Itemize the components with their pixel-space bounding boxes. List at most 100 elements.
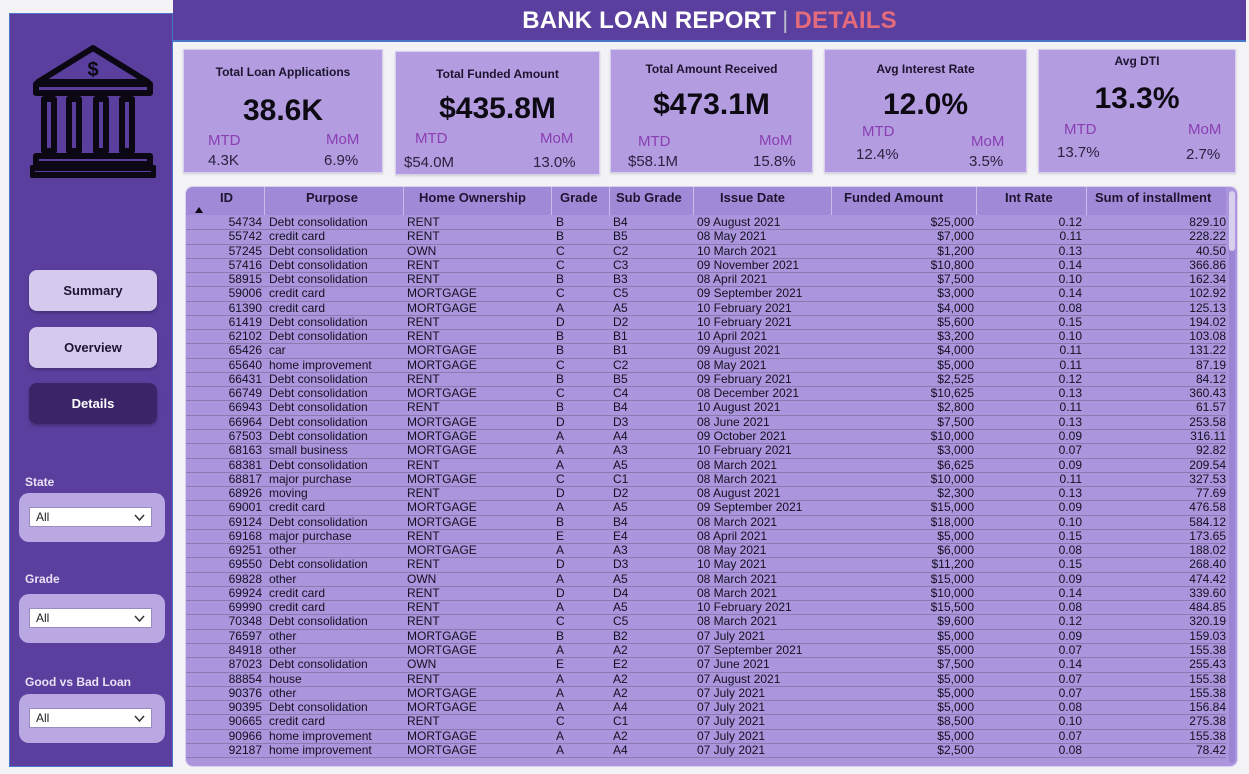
cell-funded-amount: $10,000 (930, 428, 974, 443)
table-row[interactable]: 68163 small business MORTGAGE A A3 10 Februar… (186, 444, 1226, 459)
cell-issue-date: 09 August 2021 (697, 216, 781, 229)
column-header-grade[interactable]: Grade (560, 190, 598, 205)
table-row[interactable]: 67503 Debt consolidation MORTGAGE A A4 09 Oct… (186, 428, 1226, 445)
cell-purpose: other (269, 685, 297, 700)
table-row[interactable]: 92187 home improvement MORTGAGE A A4 07 July … (186, 743, 1226, 759)
table-row[interactable]: 69001 credit card MORTGAGE A A5 09 September … (186, 500, 1226, 516)
vertical-scrollbar[interactable] (1229, 191, 1235, 763)
table-row[interactable]: 69990 credit card RENT A A5 10 February 2021 $… (186, 600, 1226, 616)
column-divider (1086, 187, 1087, 215)
cell-id: 59006 (228, 286, 262, 301)
table-row[interactable]: 61390 credit card MORTGAGE A A5 10 February 2… (186, 300, 1226, 316)
column-header-int-rate[interactable]: Int Rate (1005, 190, 1053, 205)
table-row[interactable]: 69550 Debt consolidation RENT D D3 10 May 202… (186, 557, 1226, 573)
cell-sum-installment: 87.19 (1195, 357, 1226, 372)
kpi-card-total-applications[interactable]: Total Loan Applications 38.6K MTD MoM 4.… (183, 49, 383, 173)
table-row[interactable]: 69924 credit card RENT D D4 08 March 2021 $10,… (186, 586, 1226, 602)
nav-details-button[interactable]: Details (29, 383, 157, 424)
kpi-value: $435.8M (439, 92, 556, 125)
table-row[interactable]: 70348 Debt consolidation RENT C C5 08 March 2… (186, 615, 1226, 630)
table-row[interactable]: 57245 Debt consolidation OWN C C2 10 March 20… (186, 244, 1226, 259)
cell-grade: A (556, 700, 565, 715)
cell-id: 69001 (228, 500, 262, 515)
nav-overview-button[interactable]: Overview (29, 327, 157, 368)
kpi-mtd-label: MTD (862, 123, 895, 140)
cell-sub-grade: A4 (613, 700, 628, 715)
nav-summary-button[interactable]: Summary (29, 270, 157, 311)
column-header-funded-amount[interactable]: Funded Amount (844, 190, 944, 205)
chevron-down-icon (134, 715, 145, 723)
table-row[interactable]: 69828 other OWN A A5 08 March 2021 $15,000 0.09… (186, 571, 1226, 587)
table-row[interactable]: 68817 major purchase MORTGAGE C C1 08 March 2… (186, 472, 1226, 488)
column-header-purpose[interactable]: Purpose (306, 190, 359, 205)
sort-ascending-icon[interactable] (195, 207, 203, 213)
kpi-card-avg-interest[interactable]: Avg Interest Rate 12.0% MTD MoM 12.4% 3.… (824, 49, 1027, 173)
cell-id: 69550 (228, 557, 262, 572)
table-row[interactable]: 90376 other MORTGAGE A A2 07 July 2021 $5,000 0… (186, 685, 1226, 702)
cell-purpose: credit card (269, 600, 326, 615)
cell-grade: D (556, 557, 565, 572)
table-row[interactable]: 88854 house RENT A A2 07 August 2021 $5,000 0.0… (186, 672, 1226, 687)
column-header-sum-installment[interactable]: Sum of installment (1095, 190, 1212, 205)
table-row[interactable]: 65640 home improvement MORTGAGE C C2 08 May 2… (186, 357, 1226, 373)
column-header-sub-grade[interactable]: Sub Grade (616, 190, 682, 205)
table-row[interactable]: 90395 Debt consolidation MORTGAGE A A4 07 Jul… (186, 700, 1226, 716)
kpi-card-total-received[interactable]: Total Amount Received $473.1M MTD MoM $5… (610, 49, 813, 173)
loan-quality-filter-label: Good vs Bad Loan (25, 675, 132, 689)
table-row[interactable]: 69124 Debt consolidation MORTGAGE B B4 08 Mar… (186, 514, 1226, 530)
table-row[interactable]: 69251 other MORTGAGE A A3 08 May 2021 $6,000 0.… (186, 543, 1226, 559)
table-row[interactable]: 66749 Debt consolidation MORTGAGE C C4 08 Dec… (186, 386, 1226, 402)
cell-issue-date: 07 July 2021 (697, 714, 766, 729)
table-row[interactable]: 66943 Debt consolidation RENT B B4 10 August … (186, 401, 1226, 416)
cell-int-rate: 0.10 (1058, 514, 1082, 529)
table-row[interactable]: 69168 major purchase RENT E E4 08 April 2021 $… (186, 528, 1226, 545)
cell-int-rate: 0.08 (1058, 300, 1082, 315)
table-row[interactable]: 61419 Debt consolidation RENT D D2 10 Februar… (186, 315, 1226, 331)
table-row[interactable]: 58915 Debt consolidation RENT B B3 08 April 2… (186, 273, 1226, 288)
table-row[interactable]: 68381 Debt consolidation RENT A A5 08 March 2… (186, 458, 1226, 473)
table-row[interactable]: 84918 other MORTGAGE A A2 07 September 2021 $5… (186, 642, 1226, 659)
state-dropdown[interactable]: All (29, 507, 152, 527)
cell-id: 55742 (228, 229, 262, 244)
cell-issue-date: 08 December 2021 (697, 386, 800, 401)
cell-home-ownership: RENT (407, 557, 440, 572)
column-header-id[interactable]: ID (220, 190, 233, 205)
table-row[interactable]: 66431 Debt consolidation RENT B B5 09 Februar… (186, 371, 1226, 388)
table-row[interactable]: 54734 Debt consolidation RENT B B4 09 August … (186, 216, 1226, 231)
kpi-value: $473.1M (653, 88, 770, 121)
table-row[interactable]: 66964 Debt consolidation MORTGAGE D D3 08 Jun… (186, 415, 1226, 430)
cell-sum-installment: 188.02 (1189, 543, 1226, 558)
table-row[interactable]: 68926 moving RENT D D2 08 August 2021 $2,300 0.… (186, 487, 1226, 502)
cell-grade: E (556, 528, 565, 543)
table-row[interactable]: 87023 Debt consolidation OWN E E2 07 June 202… (186, 658, 1226, 673)
cell-grade: C (556, 257, 565, 272)
cell-id: 69828 (228, 571, 262, 586)
cell-sub-grade: C2 (613, 357, 629, 372)
table-row[interactable]: 90966 home improvement MORTGAGE A A2 07 July … (186, 728, 1226, 744)
column-header-home-ownership[interactable]: Home Ownership (419, 190, 526, 205)
table-row[interactable]: 62102 Debt consolidation RENT B B1 10 April 2… (186, 330, 1226, 345)
column-divider (551, 187, 552, 215)
cell-home-ownership: MORTGAGE (407, 343, 477, 358)
kpi-card-avg-dti[interactable]: Avg DTI 13.3% MTD MoM 13.7% 2.7% (1038, 49, 1236, 173)
table-row[interactable]: 65426 car MORTGAGE B B1 09 August 2021 $4,000 0… (186, 343, 1226, 359)
grade-dropdown[interactable]: All (29, 608, 152, 628)
kpi-card-total-funded[interactable]: Total Funded Amount $435.8M MTD MoM $54.… (395, 51, 600, 175)
cell-issue-date: 07 July 2021 (697, 728, 766, 743)
scrollbar-thumb[interactable] (1229, 191, 1235, 251)
loan-quality-dropdown[interactable]: All (29, 708, 152, 728)
table-row[interactable]: 55742 credit card RENT B B5 08 May 2021 $7,000… (186, 229, 1226, 245)
kpi-title: Avg Interest Rate (876, 62, 975, 76)
cell-purpose: Debt consolidation (269, 371, 368, 386)
table-row[interactable]: 90665 credit card RENT C C1 07 July 2021 $8,50… (186, 714, 1226, 730)
table-row[interactable]: 59006 credit card MORTGAGE C C5 09 September … (186, 286, 1226, 302)
table-row[interactable]: 57416 Debt consolidation RENT C C3 09 Novembe… (186, 257, 1226, 274)
cell-home-ownership: MORTGAGE (407, 428, 477, 443)
cell-grade: A (556, 642, 565, 657)
table-row[interactable]: 76597 other MORTGAGE B B2 07 July 2021 $5,000 0… (186, 629, 1226, 644)
column-header-issue-date[interactable]: Issue Date (720, 190, 786, 205)
cell-int-rate: 0.07 (1058, 642, 1082, 657)
cell-issue-date: 08 March 2021 (697, 514, 778, 529)
column-divider (831, 187, 832, 215)
